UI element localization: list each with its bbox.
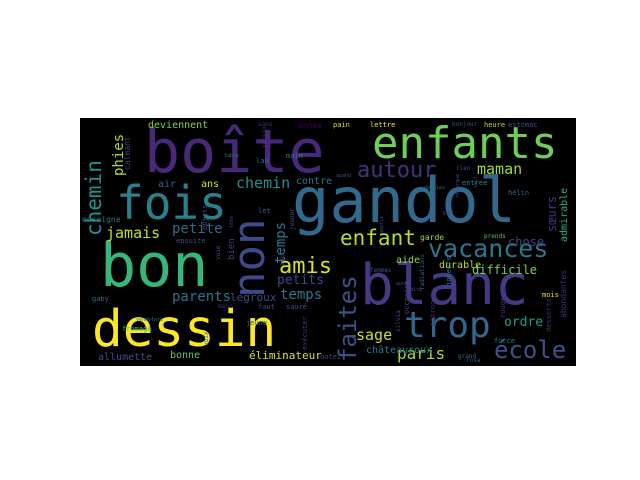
- word-bien: bien: [228, 238, 237, 260]
- word-lab: lab: [256, 158, 269, 165]
- word-joueurs: joueurs: [446, 256, 453, 286]
- word-aide: aide: [396, 256, 420, 266]
- word-cloud: dessin bon gandol blanc boîte enfants fo…: [80, 118, 576, 366]
- word-allumette: éliminateur: [249, 350, 322, 361]
- word-contre: contre: [296, 177, 332, 187]
- word-heure: heure: [484, 122, 505, 129]
- word-fromage: fromage: [122, 326, 152, 333]
- word-sauf: sauf: [474, 176, 479, 188]
- word-doubles: doubles: [424, 186, 445, 191]
- word-legroux: parents: [172, 290, 231, 304]
- word-bon: bon: [100, 236, 208, 296]
- word-annee: année: [298, 122, 322, 130]
- word-faites: faites: [336, 275, 360, 362]
- word-voie: voie: [216, 246, 222, 260]
- word-silvia: silvia: [396, 310, 402, 332]
- word-quand: quand: [336, 174, 351, 179]
- word-jeuner: jeuner: [290, 208, 296, 230]
- word-parents: petits: [277, 274, 324, 287]
- word-executer: exécuter: [302, 316, 309, 350]
- word-pourr: pourr: [280, 248, 286, 266]
- word-occasion: occasion: [404, 280, 411, 314]
- word-estomac: estomac: [508, 122, 538, 129]
- word-bonjour: bonjour: [452, 122, 477, 128]
- word-helin: hélin: [508, 190, 529, 197]
- word-bleu: châteauroux: [366, 346, 432, 356]
- word-pain: pain: [333, 122, 350, 129]
- word-admirable: admirable: [560, 188, 570, 242]
- word-voix: voix: [204, 332, 210, 346]
- word-soeurs: petite: [172, 222, 223, 236]
- word-calmant: calmant: [124, 136, 132, 170]
- word-main: main: [286, 153, 303, 160]
- word-sel: sel: [442, 210, 455, 217]
- word-objets: objets: [202, 205, 209, 230]
- word-tete: tête: [230, 216, 235, 228]
- word-dessin: dessin: [92, 304, 276, 355]
- word-saure: sauré: [286, 304, 307, 311]
- word-deviennent: bonne: [170, 351, 200, 361]
- word-ennui: abondantes: [560, 270, 568, 318]
- word-voisin: voisin: [262, 126, 268, 148]
- word-difficile: sœurs: [546, 196, 558, 232]
- word-gaby: gaby: [92, 296, 109, 303]
- word-femmes: femmes: [370, 268, 392, 274]
- word-let: let: [258, 208, 271, 215]
- word-eliminateur: difficile: [472, 264, 537, 276]
- word-vendyfare: vendyfare: [136, 318, 163, 323]
- word-rien: rien: [456, 166, 470, 172]
- word-radiations: radiations: [420, 254, 426, 290]
- word-garde: garde: [420, 234, 444, 242]
- word-jamais: chemin: [236, 176, 290, 191]
- word-desserts: desserts: [546, 298, 553, 332]
- word-remarque: remarqué: [456, 174, 461, 198]
- word-rouge: rouge: [500, 297, 507, 318]
- word-force: force: [494, 338, 515, 345]
- word-ans: ans: [201, 180, 219, 190]
- word-air: air: [158, 180, 176, 190]
- word-sage: ordre: [504, 316, 543, 329]
- word-ensuite: ensuite: [176, 238, 206, 245]
- word-petite: temps: [280, 288, 322, 302]
- word-jeune: jeune: [246, 320, 267, 327]
- word-durable: chose: [508, 236, 544, 248]
- word-rosa: rosa: [466, 358, 480, 364]
- word-chateauroux: allumette: [98, 353, 152, 363]
- word-lettre: lettre: [370, 122, 395, 129]
- word-trop: trop: [404, 308, 491, 344]
- word-autour: autour: [357, 160, 436, 182]
- word-enfant: enfant: [340, 228, 416, 249]
- word-faut: faut: [258, 304, 275, 311]
- word-appris: appris: [380, 216, 385, 234]
- word-marc: marc: [218, 304, 232, 310]
- word-table: table: [224, 154, 239, 159]
- word-abondantes: deviennent: [148, 121, 208, 131]
- word-patron: patron: [430, 301, 437, 326]
- word-maman: jamais: [106, 226, 160, 241]
- word-paris: maman: [477, 162, 522, 177]
- word-prends: prends: [484, 234, 506, 240]
- word-chemin: chemin: [84, 160, 105, 236]
